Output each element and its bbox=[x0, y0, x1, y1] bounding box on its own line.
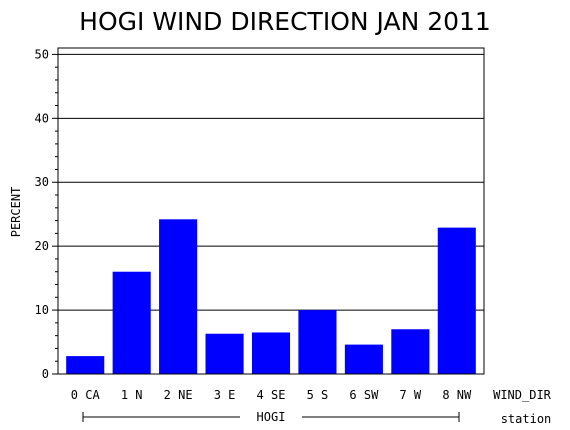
x-tick-label: 3 E bbox=[214, 388, 236, 402]
plot-frame bbox=[57, 47, 485, 375]
y-tick-label: 40 bbox=[35, 111, 49, 125]
x-tick-label: 2 NE bbox=[164, 388, 193, 402]
gridlines bbox=[58, 53, 484, 311]
bar bbox=[66, 356, 105, 374]
y-axis-ticks: 0 10 20 30 40 50 bbox=[35, 47, 58, 381]
x-tick-label: 1 N bbox=[121, 388, 143, 402]
bar bbox=[344, 344, 383, 374]
x-tick-label: 0 CA bbox=[71, 388, 101, 402]
bar bbox=[437, 227, 476, 374]
x-tick-label: 5 S bbox=[307, 388, 329, 402]
bar bbox=[112, 271, 151, 374]
y-axis-label: PERCENT bbox=[9, 187, 23, 238]
group-bracket bbox=[82, 412, 460, 422]
x-axis-tick-labels: 0 CA 1 N 2 NE 3 E 4 SE 5 S 6 SW 7 W 8 NW bbox=[71, 388, 472, 402]
group-axis-label: station bbox=[501, 412, 552, 426]
bar bbox=[251, 332, 291, 374]
group-label: HOGI bbox=[257, 410, 286, 424]
x-tick-label: 7 W bbox=[399, 388, 421, 402]
x-axis-label: WIND_DIR bbox=[493, 388, 552, 402]
y-tick-label: 30 bbox=[35, 175, 49, 189]
chart-title: HOGI WIND DIRECTION JAN 2011 bbox=[79, 7, 491, 36]
x-tick-label: 6 SW bbox=[349, 388, 379, 402]
y-tick-label: 50 bbox=[35, 47, 49, 61]
y-tick-label: 20 bbox=[35, 239, 49, 253]
bar bbox=[159, 219, 198, 374]
bar bbox=[298, 310, 337, 374]
bars bbox=[66, 219, 476, 374]
bar bbox=[391, 329, 430, 374]
x-tick-label: 8 NW bbox=[442, 388, 472, 402]
x-tick-label: 4 SE bbox=[257, 388, 286, 402]
bar bbox=[205, 333, 244, 374]
y-tick-label: 0 bbox=[42, 367, 49, 381]
y-tick-label: 10 bbox=[35, 303, 49, 317]
